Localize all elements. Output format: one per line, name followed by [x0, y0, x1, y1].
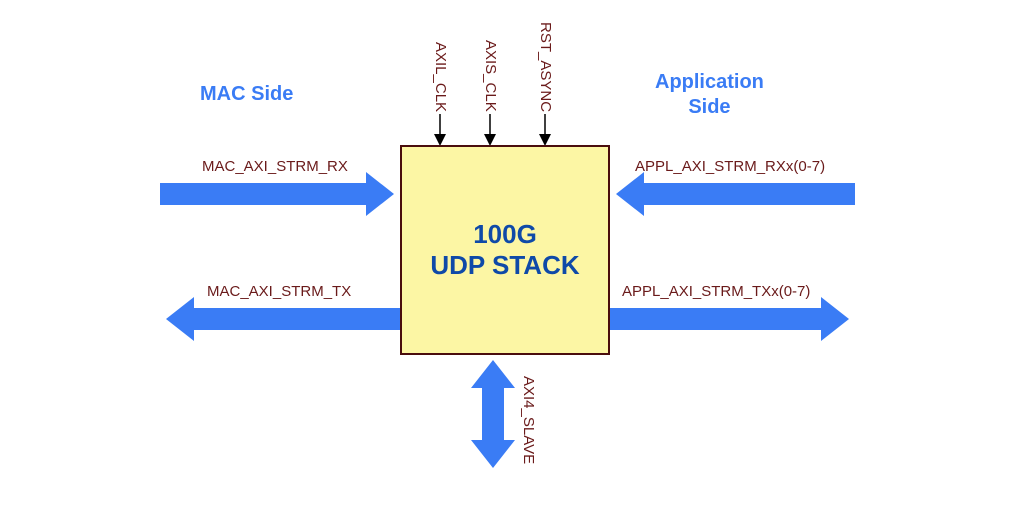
- axis-clk-label: AXIS_CLK: [482, 40, 499, 112]
- mac-tx-label: MAC_AXI_STRM_TX: [207, 283, 351, 300]
- rst-async-label: RST_ASYNC: [537, 22, 554, 112]
- center-line1: 100G: [473, 219, 537, 250]
- application-side-title: Application Side: [655, 70, 764, 120]
- mac-rx-label: MAC_AXI_STRM_RX: [202, 158, 348, 175]
- axil-clk-label: AXIL_CLK: [432, 42, 449, 112]
- center-line2: UDP STACK: [430, 250, 579, 281]
- diagram-canvas: MAC Side Application Side 100G UDP STACK…: [0, 0, 1024, 521]
- appl-tx-label: APPL_AXI_STRM_TXx(0-7): [622, 283, 810, 300]
- udp-stack-box: 100G UDP STACK: [400, 145, 610, 355]
- axi4-slave-label: AXI4_SLAVE: [520, 376, 537, 464]
- mac-side-title: MAC Side: [200, 82, 293, 107]
- app-side-line2: Side: [688, 96, 730, 118]
- appl-rx-label: APPL_AXI_STRM_RXx(0-7): [635, 158, 825, 175]
- app-side-line1: Application: [655, 71, 764, 93]
